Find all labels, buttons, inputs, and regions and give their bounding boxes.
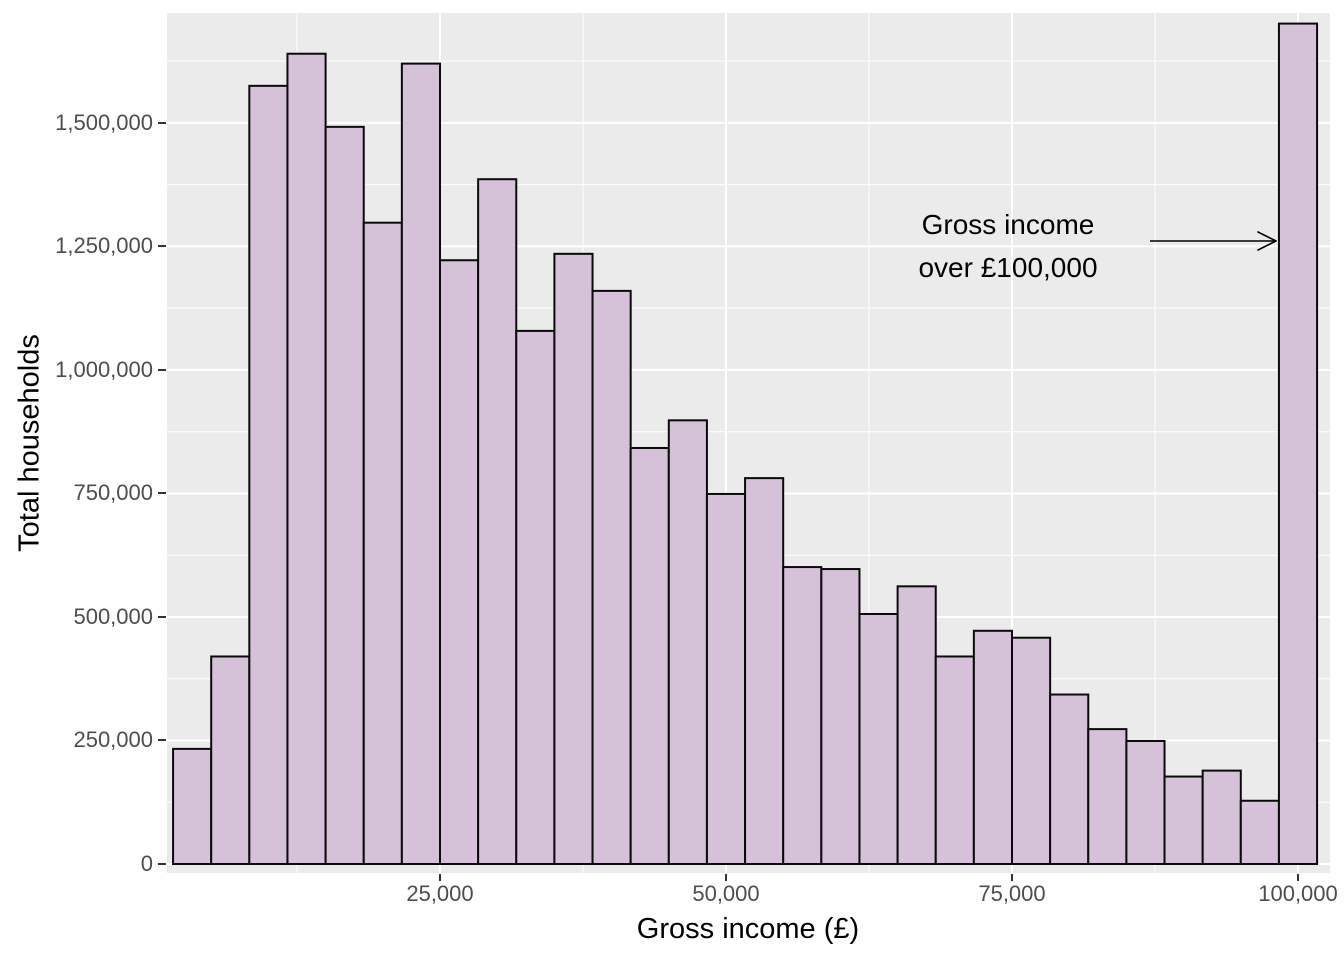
histogram-bar bbox=[515, 329, 556, 866]
histogram-bar bbox=[1201, 769, 1242, 865]
histogram-bar bbox=[324, 125, 365, 866]
x-axis-title: Gross income (£) bbox=[636, 913, 860, 945]
histogram-bar bbox=[477, 178, 518, 865]
histogram-bar bbox=[972, 629, 1013, 865]
annotation-line-2: over £100,000 bbox=[918, 252, 1098, 283]
y-axis-tick-mark bbox=[158, 121, 166, 124]
y-axis-tick-mark bbox=[158, 245, 166, 248]
histogram-bar bbox=[1277, 22, 1319, 866]
histogram-bar bbox=[553, 252, 594, 865]
histogram-bar bbox=[1049, 693, 1090, 865]
x-axis-tick-label: 50,000 bbox=[692, 881, 760, 906]
histogram-bar bbox=[934, 655, 975, 865]
histogram-bar bbox=[1163, 775, 1204, 865]
plot-panel bbox=[167, 13, 1330, 873]
x-axis-tick-mark bbox=[725, 874, 727, 881]
histogram-bar bbox=[400, 62, 441, 866]
x-axis-tick-mark bbox=[1297, 874, 1299, 881]
histogram-bar bbox=[286, 52, 327, 865]
y-axis-title: Total households bbox=[13, 334, 46, 552]
histogram-bar bbox=[1125, 739, 1166, 865]
x-axis-tick-mark bbox=[439, 874, 441, 881]
histogram-bar bbox=[210, 655, 251, 865]
x-axis-tick-label: 100,000 bbox=[1258, 881, 1338, 906]
histogram-bar bbox=[362, 221, 403, 865]
y-axis-tick-label: 250,000 bbox=[73, 727, 153, 753]
x-axis-tick-label: 75,000 bbox=[978, 881, 1046, 906]
histogram-bar bbox=[1239, 799, 1280, 866]
y-axis-tick-label: 1,500,000 bbox=[55, 109, 153, 135]
annotation-label: Gross income over £100,000 bbox=[918, 203, 1097, 289]
x-axis-tick-mark bbox=[1011, 874, 1013, 881]
annotation-line-1: Gross income bbox=[921, 209, 1095, 240]
y-axis-tick-mark bbox=[158, 863, 166, 865]
histogram-bar bbox=[667, 419, 708, 865]
histogram-bar bbox=[248, 84, 289, 865]
histogram-bar bbox=[744, 477, 785, 865]
histogram-bar bbox=[591, 289, 632, 866]
histogram-bar bbox=[1011, 636, 1052, 865]
y-axis-tick-label: 1,000,000 bbox=[55, 356, 153, 382]
histogram-bar bbox=[896, 585, 937, 866]
y-axis-tick-label: 750,000 bbox=[73, 480, 153, 506]
y-axis-tick-label: 0 bbox=[140, 851, 153, 876]
annotation-arrowhead bbox=[1257, 240, 1277, 251]
y-axis-tick-mark bbox=[158, 615, 166, 618]
histogram-bar bbox=[705, 492, 747, 865]
histogram-bar bbox=[1087, 728, 1128, 866]
x-axis-tick-label: 25,000 bbox=[406, 881, 474, 906]
y-axis-tick-label: 500,000 bbox=[73, 603, 153, 629]
histogram-bar bbox=[629, 446, 670, 865]
histogram-bar bbox=[172, 747, 213, 865]
y-axis-tick-mark bbox=[158, 492, 166, 495]
y-axis-tick-label: 1,250,000 bbox=[55, 233, 153, 259]
annotation-arrowhead bbox=[1257, 231, 1277, 242]
y-axis-tick-mark bbox=[158, 368, 166, 371]
histogram-bar bbox=[820, 568, 861, 866]
histogram-bar bbox=[858, 613, 899, 865]
y-axis-tick-mark bbox=[158, 739, 166, 742]
histogram-bar bbox=[782, 566, 823, 865]
histogram-bar bbox=[439, 259, 480, 865]
